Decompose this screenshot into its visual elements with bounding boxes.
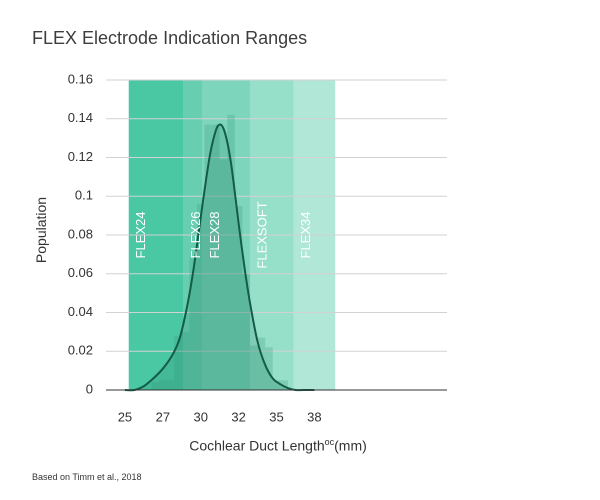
histogram-bar [249,345,258,390]
gridlines [106,79,447,352]
histogram-bar [265,347,273,390]
histogram-bars [151,114,288,390]
band-label-flex28: FLEX28 [207,212,222,259]
x-tick-labels: 25 27 30 32 35 38 [118,409,322,424]
histogram-bar [204,124,213,390]
y-tick-label: 0.08 [68,226,93,241]
histogram-bar [257,337,266,390]
histogram-bar [159,380,167,390]
y-tick-label: 0 [86,381,93,396]
x-tick-label: 38 [307,409,321,424]
y-tick-labels: 0 0.02 0.04 0.06 0.08 0.1 0.12 0.14 0.16 [68,71,93,396]
y-tick-label: 0.14 [68,110,93,125]
density-curve-group [124,123,315,392]
y-tick-label: 0.12 [68,149,93,164]
histogram-bar [234,205,243,390]
x-tick-label: 32 [231,409,245,424]
y-tick-label: 0.04 [68,304,93,319]
y-tick-label: 0.02 [68,343,93,358]
x-tick-label: 25 [118,409,132,424]
chart-title: FLEX Electrode Indication Ranges [32,28,308,48]
y-tick-label: 0.06 [68,265,93,280]
histogram-bar [227,114,235,390]
y-axis-label: Population [33,196,49,264]
x-tick-label: 35 [269,409,283,424]
x-axis-label-superscript: oc [324,437,335,447]
band-label-flex34: FLEX34 [298,212,313,259]
histogram-bar [196,204,205,390]
histogram-bar [242,273,250,390]
density-area [124,124,315,391]
band-label-flex24: FLEX24 [133,212,148,259]
histogram-bar [280,380,288,390]
histogram-bar [212,124,220,390]
y-tick-label: 0.1 [75,188,93,203]
density-curve [124,123,315,392]
histogram-bar [174,335,182,390]
x-axis-label-text: Cochlear Duct Length [189,437,325,454]
histogram-bar [272,380,281,390]
histogram-bar [189,258,197,390]
x-tick-label: 30 [193,409,207,424]
histogram-bar [181,331,190,390]
x-axis-label-unit: (mm) [334,437,367,454]
x-tick-label: 27 [156,409,170,424]
histogram-bar [219,159,228,390]
band-labels: FLEX24 FLEX26 FLEX28 FLEXSOFT FLEX34 [133,201,313,268]
y-tick-label: 0.16 [68,71,93,86]
histogram-bar [166,380,175,390]
x-axis-label: Cochlear Duct Lengthoc(mm) [189,437,367,454]
band-label-flex26: FLEX26 [188,212,203,259]
band-label-flexsoft: FLEXSOFT [254,201,269,268]
histogram-bar [151,382,160,390]
footnote: Based on Timm et al., 2018 [32,472,142,482]
